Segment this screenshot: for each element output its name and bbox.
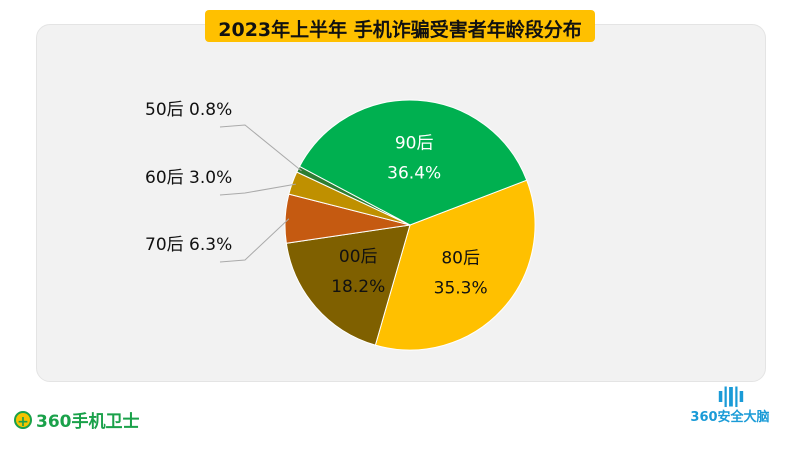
pie-slice-80后 <box>374 179 536 351</box>
title-banner: 2023年上半年 手机诈骗受害者年龄段分布 <box>205 10 595 42</box>
plus-icon: + <box>14 410 32 430</box>
slice-label: 80后 <box>441 248 480 268</box>
360-mobile-guard-logo: +360手机卫士 <box>14 407 140 432</box>
right-logo-text: 360安全大脑 <box>690 410 770 425</box>
pie-slice-90后 <box>298 99 528 226</box>
slice-label: 90后 <box>395 133 434 153</box>
data-label: 60后 3.0% <box>145 168 232 188</box>
leader-line <box>219 183 296 196</box>
left-logo-text: 360手机卫士 <box>36 412 140 432</box>
data-label: 36.4% <box>387 163 441 183</box>
360-security-brain-logo: ı|ǀ|ı 360安全大脑 <box>680 384 780 425</box>
data-label: 35.3% <box>434 278 488 298</box>
leader-line <box>219 218 290 263</box>
slice-label: 00后 <box>339 247 378 267</box>
data-label: 70后 6.3% <box>145 235 232 255</box>
data-label: 18.2% <box>331 277 385 297</box>
chart-title: 2023年上半年 手机诈骗受害者年龄段分布 <box>218 19 582 41</box>
pie-slice-00后 <box>285 224 411 346</box>
data-label: 50后 0.8% <box>145 100 232 120</box>
sound-wave-icon: ı|ǀ|ı <box>717 383 745 407</box>
leader-line <box>219 124 302 172</box>
